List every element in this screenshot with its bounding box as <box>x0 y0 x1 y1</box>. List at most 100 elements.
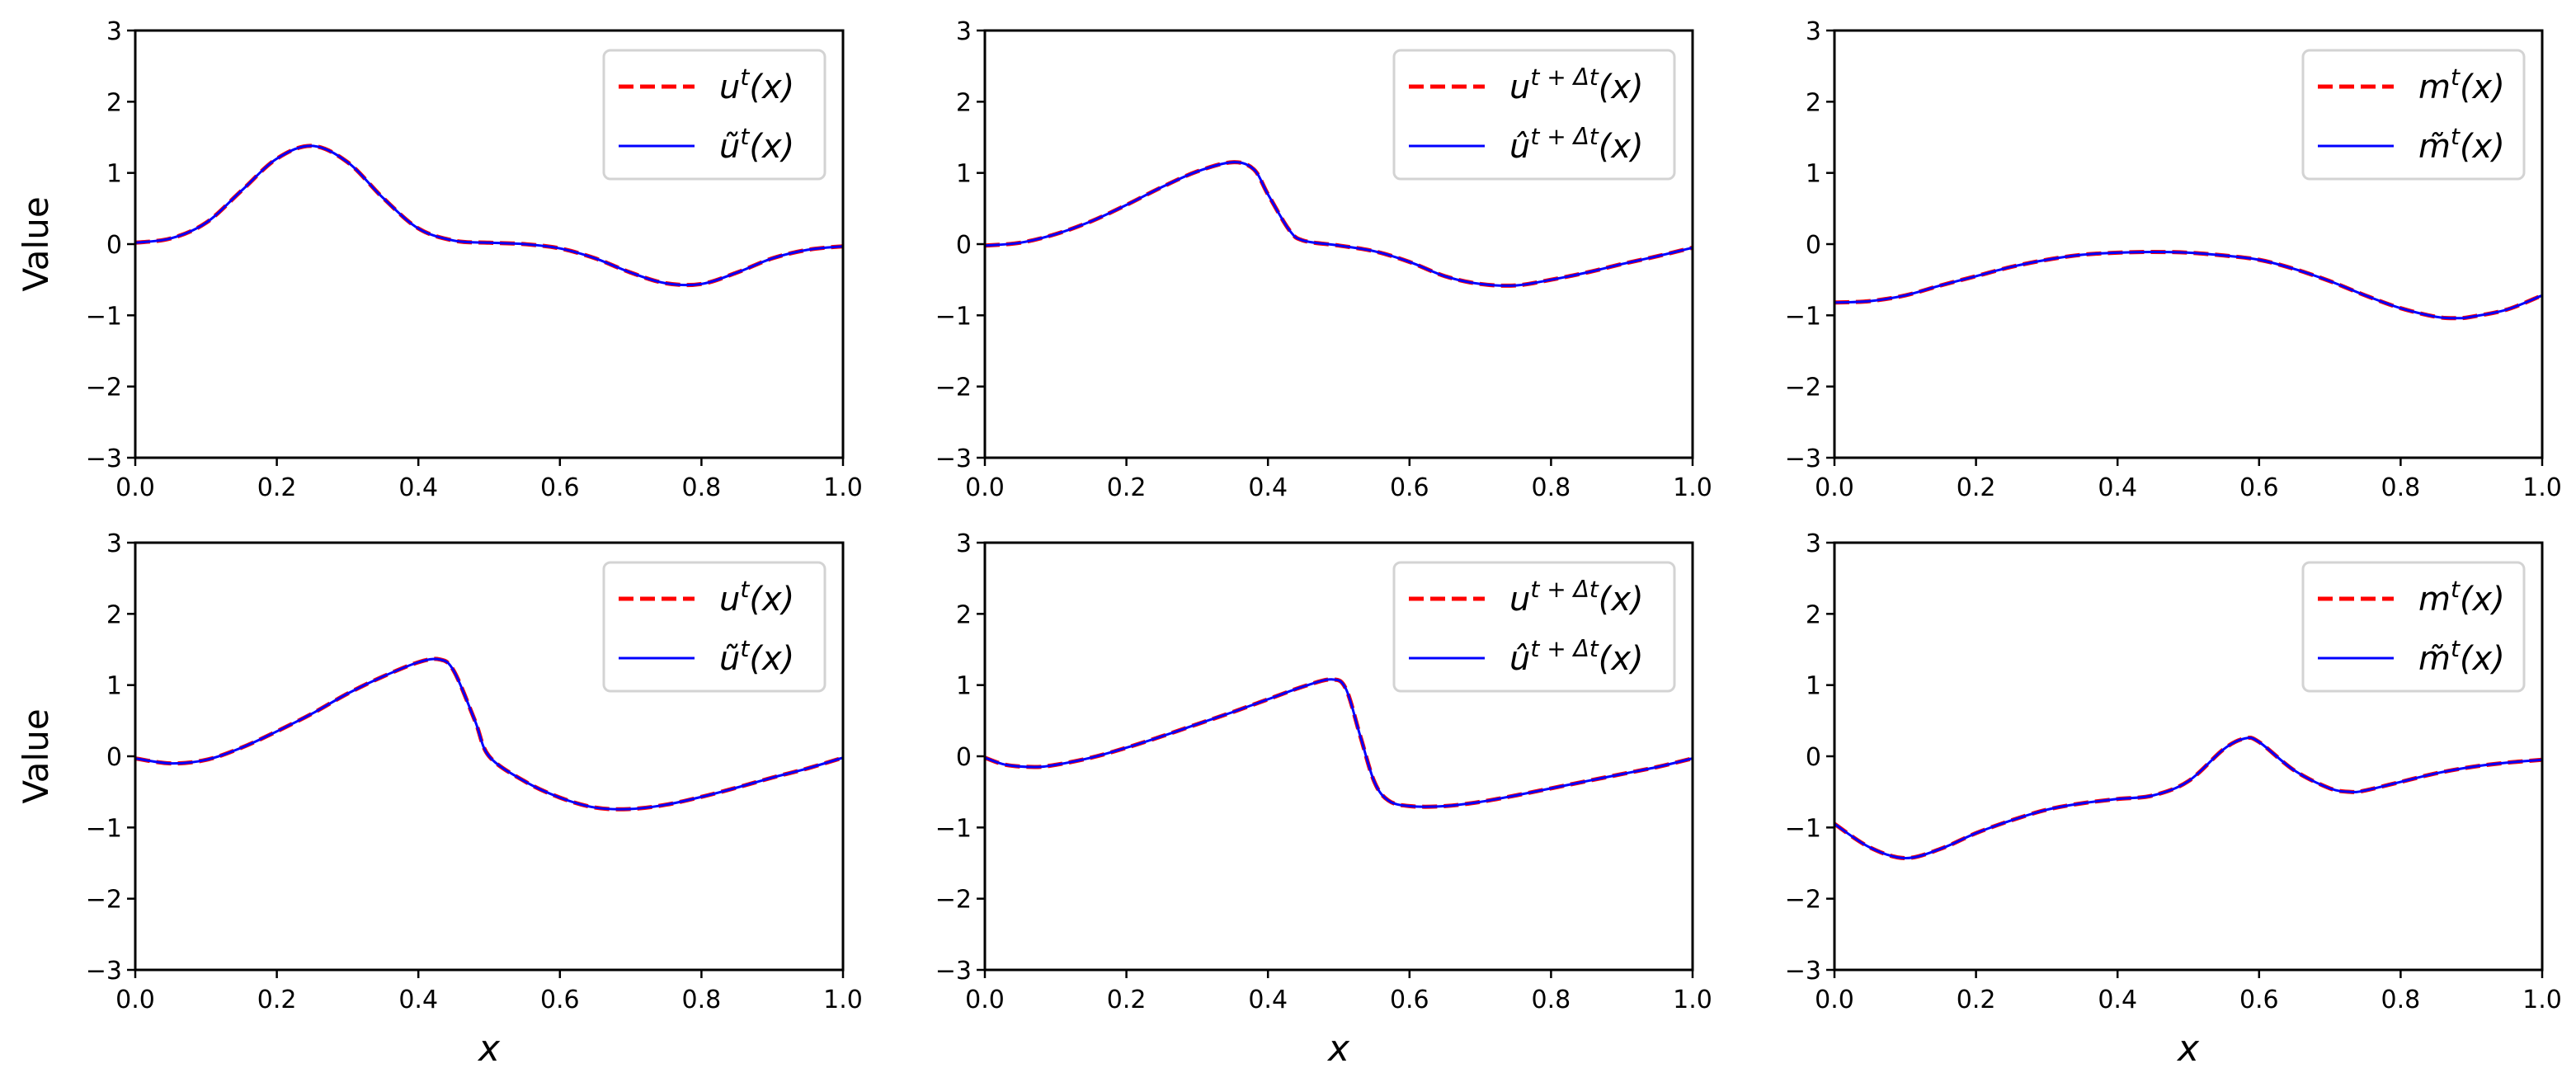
y-tick-label: −3 <box>1785 445 1821 473</box>
x-tick-label: 0.2 <box>257 986 297 1014</box>
prediction-curve <box>1834 736 2542 860</box>
y-tick-label: −1 <box>86 814 122 843</box>
x-tick-label: 0.2 <box>1107 473 1147 502</box>
legend-entry-label: ũt(x) <box>719 635 794 678</box>
prediction-curve <box>985 161 1693 287</box>
y-tick-label: −3 <box>935 445 972 473</box>
x-axis-label: x <box>1326 1028 1350 1070</box>
legend-entry-label: ût + Δt(x) <box>1509 123 1644 166</box>
legend-entry-label: ũt(x) <box>719 123 794 166</box>
x-tick-label: 0.6 <box>1390 986 1429 1014</box>
y-tick-label: −3 <box>86 445 122 473</box>
x-tick-label: 1.0 <box>823 473 863 502</box>
y-tick-label: 2 <box>956 88 972 117</box>
x-tick-label: 0.8 <box>2381 986 2421 1014</box>
y-tick-label: −3 <box>1785 957 1821 986</box>
reference-curve <box>985 160 1693 288</box>
x-tick-label: 0.4 <box>1248 473 1288 502</box>
y-tick-label: 1 <box>1806 672 1821 701</box>
y-tick-label: 2 <box>1806 88 1821 117</box>
y-tick-label: 2 <box>956 600 972 629</box>
y-tick-label: 1 <box>106 672 122 701</box>
y-tick-label: −1 <box>935 814 972 843</box>
prediction-curve <box>985 678 1693 808</box>
y-tick-label: −3 <box>86 957 122 986</box>
x-tick-label: 0.6 <box>2239 473 2279 502</box>
subplot-r0-c2: 3 2 1 0 −1 −2 −30.0 0.2 0.4 0.6 0.8 1.0 mt(x) m̃t(x) <box>1785 17 2562 502</box>
legend-entry-label: ut + Δt(x) <box>1509 576 1644 619</box>
legend-entry-label: ût + Δt(x) <box>1509 635 1644 678</box>
x-tick-label: 0.4 <box>398 473 438 502</box>
x-tick-label: 1.0 <box>2522 473 2562 502</box>
x-tick-label: 0.4 <box>1248 986 1288 1014</box>
y-tick-label: −2 <box>86 886 122 915</box>
y-tick-label: −2 <box>1785 886 1821 915</box>
x-tick-label: 0.0 <box>1815 473 1854 502</box>
x-tick-label: 1.0 <box>2522 986 2562 1014</box>
x-tick-label: 0.0 <box>965 986 1005 1014</box>
x-tick-label: 0.6 <box>2239 986 2279 1014</box>
plot-lines <box>985 160 1693 288</box>
y-tick-label: 0 <box>106 743 122 772</box>
x-tick-label: 0.2 <box>1107 986 1147 1014</box>
x-tick-label: 0.4 <box>2098 986 2137 1014</box>
y-tick-label: −1 <box>1785 302 1821 331</box>
y-tick-label: −2 <box>1785 374 1821 402</box>
y-tick-label: −2 <box>86 374 122 402</box>
y-tick-label: −1 <box>1785 814 1821 843</box>
plot-lines <box>1834 735 2542 861</box>
y-tick-label: 0 <box>1806 743 1821 772</box>
y-tick-label: 3 <box>956 17 972 46</box>
y-axis-label: Value <box>16 708 56 803</box>
y-tick-label: 1 <box>1806 160 1821 189</box>
y-tick-label: 2 <box>1806 600 1821 629</box>
x-tick-label: 0.6 <box>540 473 580 502</box>
y-tick-label: −2 <box>935 374 972 402</box>
legend-entry-label: mt(x) <box>2418 576 2505 619</box>
y-tick-label: 0 <box>1806 231 1821 260</box>
prediction-curve <box>135 144 843 287</box>
y-tick-label: −1 <box>86 302 122 331</box>
prediction-curve <box>135 657 843 811</box>
x-axis-label: x <box>477 1028 501 1070</box>
legend: ut(x) ũt(x) <box>602 561 826 693</box>
y-tick-label: 1 <box>956 672 972 701</box>
x-tick-label: 0.4 <box>2098 473 2137 502</box>
x-tick-label: 0.0 <box>965 473 1005 502</box>
y-tick-label: 3 <box>106 17 122 46</box>
legend: mt(x) m̃t(x) <box>2301 561 2526 693</box>
y-tick-label: 3 <box>956 529 972 558</box>
plot-lines <box>985 677 1693 809</box>
legend: ut(x) ũt(x) <box>602 49 826 181</box>
x-tick-label: 0.4 <box>398 986 438 1014</box>
x-tick-label: 0.8 <box>2381 473 2421 502</box>
legend-entry-label: ut + Δt(x) <box>1509 64 1644 106</box>
x-tick-label: 0.2 <box>1957 986 1996 1014</box>
y-tick-label: 3 <box>1806 529 1821 558</box>
x-tick-label: 0.8 <box>1532 473 1571 502</box>
x-tick-label: 0.2 <box>1957 473 1996 502</box>
x-tick-label: 0.6 <box>1390 473 1429 502</box>
legend-entry-label: m̃t(x) <box>2418 635 2505 678</box>
legend: ut + Δt(x) ût + Δt(x) <box>1392 561 1676 693</box>
x-tick-label: 0.8 <box>682 473 722 502</box>
y-tick-label: 1 <box>956 160 972 189</box>
legend-entry-label: ut(x) <box>719 576 794 619</box>
x-tick-label: 1.0 <box>1673 986 1712 1014</box>
y-tick-label: 1 <box>106 160 122 189</box>
x-tick-label: 0.6 <box>540 986 580 1014</box>
reference-curve <box>985 677 1693 809</box>
x-tick-label: 0.8 <box>682 986 722 1014</box>
y-tick-label: −1 <box>935 302 972 331</box>
y-tick-label: 0 <box>956 743 972 772</box>
plot-lines <box>1834 250 2542 321</box>
x-tick-label: 0.8 <box>1532 986 1571 1014</box>
subplot-r1-c2: 3 2 1 0 −1 −2 −30.0 0.2 0.4 0.6 0.8 1.0 x mt(x) m̃t(x) <box>1785 529 2562 1070</box>
plot-lines <box>135 656 843 812</box>
y-axis-label: Value <box>16 196 56 291</box>
legend-entry-label: m̃t(x) <box>2418 123 2505 166</box>
x-axis-label: x <box>2176 1028 2200 1070</box>
x-tick-label: 1.0 <box>1673 473 1712 502</box>
